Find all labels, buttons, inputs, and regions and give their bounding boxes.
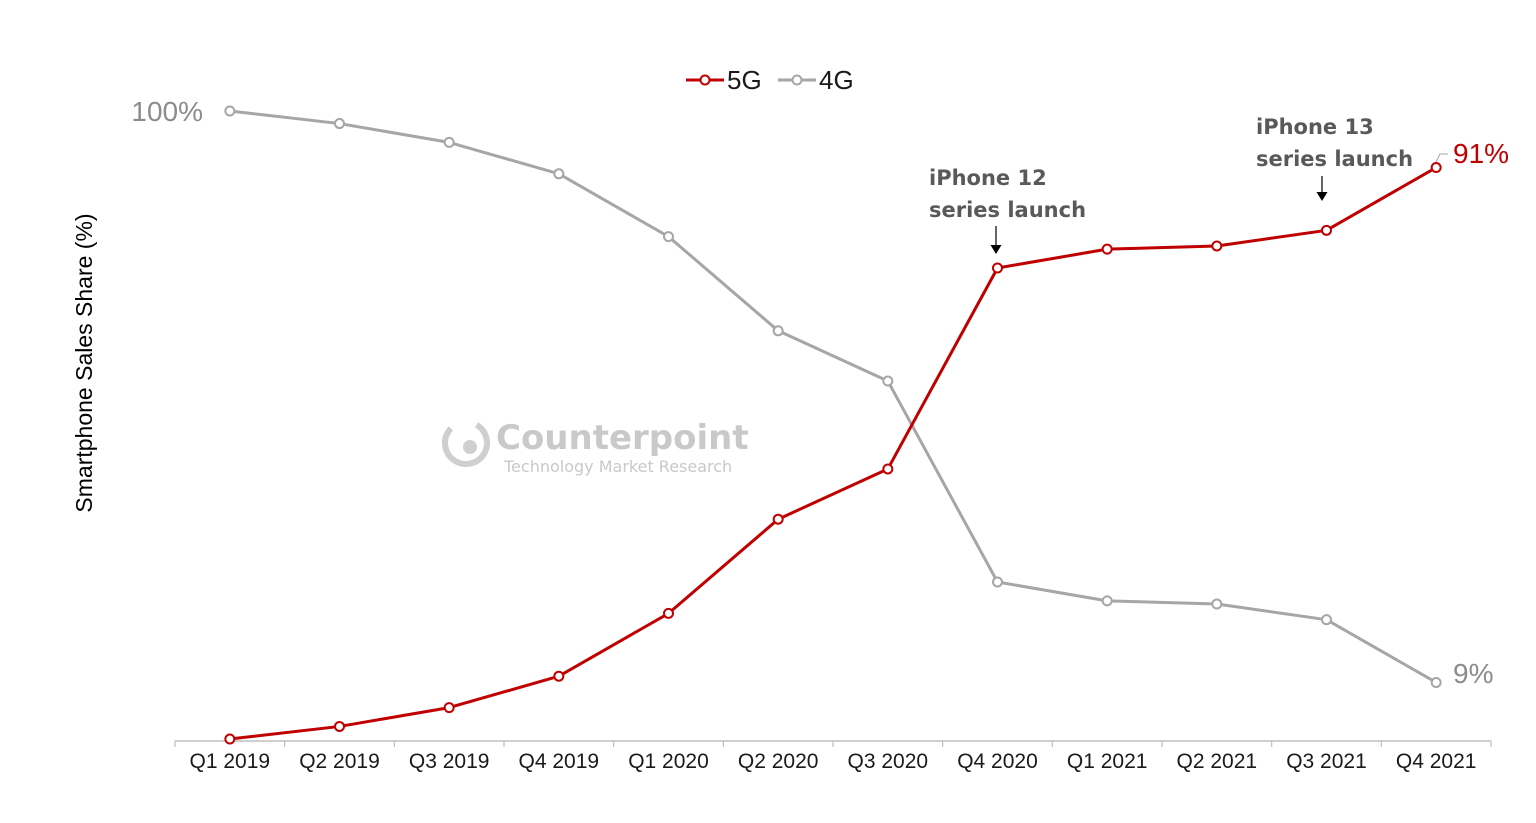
data-point-5g (882, 463, 894, 475)
x-tick-label: Q3 2020 (848, 750, 929, 773)
label-start-4g: 100% (131, 96, 203, 127)
watermark-title: Counterpoint (496, 418, 749, 458)
data-point-5g (553, 670, 565, 682)
annotation-iphone-13: iPhone 13 series launch (1256, 115, 1413, 201)
x-tick-label: Q2 2019 (299, 750, 380, 773)
data-point-4g (1101, 595, 1113, 607)
series-5g (224, 162, 1442, 745)
data-point-4g (1321, 614, 1332, 626)
data-point-5g (443, 702, 455, 714)
x-tick-label: Q1 2021 (1067, 750, 1148, 773)
legend-5g-marker (699, 74, 711, 86)
y-axis-label: Smartphone Sales Share (%) (71, 213, 97, 512)
watermark-subtitle: Technology Market Research (503, 457, 732, 476)
x-tick-label: Q3 2019 (409, 750, 490, 773)
annotation-iphone-12-line2: series launch (929, 198, 1086, 222)
x-tick-label: Q4 2021 (1396, 750, 1477, 773)
data-point-4g (224, 105, 236, 117)
data-point-5g (1321, 224, 1332, 236)
x-tick-label: Q2 2020 (738, 750, 819, 773)
x-axis-ticks: Q1 2019 Q2 2019 Q3 2019 Q4 2019 Q1 2020 Q2 20… (174, 741, 1492, 773)
annotation-iphone-13-arrowhead (1316, 192, 1328, 201)
annotation-iphone-12: iPhone 12 series launch (929, 166, 1086, 254)
data-point-5g (224, 733, 236, 745)
counterpoint-logo-icon (442, 419, 490, 467)
legend: 5G 4G (686, 65, 854, 95)
legend-4g-label: 4G (819, 65, 854, 95)
series-line-4g (229, 109, 1437, 684)
data-point-5g (1211, 240, 1223, 252)
legend-item-5g: 5G (686, 65, 762, 95)
series-line-5g (229, 166, 1437, 741)
data-point-5g (1101, 243, 1113, 255)
data-point-5g (334, 720, 345, 732)
x-tick-label: Q4 2019 (519, 750, 600, 773)
annotation-iphone-12-arrowhead (990, 245, 1002, 254)
annotation-iphone-12-line1: iPhone 12 (929, 166, 1047, 190)
data-point-4g (334, 118, 345, 130)
data-point-4g (772, 325, 784, 337)
annotation-iphone-13-line1: iPhone 13 (1256, 115, 1374, 139)
label-end-5g: 91% (1453, 138, 1509, 169)
label-end-5g-leader (1435, 153, 1448, 163)
label-end-4g: 9% (1453, 658, 1493, 689)
data-point-4g (443, 136, 455, 148)
watermark: Counterpoint Technology Market Research (442, 418, 749, 476)
x-tick-label: Q3 2021 (1286, 750, 1367, 773)
data-point-5g (772, 513, 784, 525)
data-point-5g (663, 607, 674, 619)
data-point-4g (1430, 676, 1442, 688)
x-tick-label: Q4 2020 (957, 750, 1038, 773)
annotation-iphone-13-line2: series launch (1256, 147, 1413, 171)
data-point-5g (1430, 162, 1442, 174)
data-point-4g (882, 375, 894, 387)
data-point-4g (553, 168, 565, 180)
data-point-4g (1211, 598, 1223, 610)
x-tick-label: Q1 2020 (628, 750, 709, 773)
legend-item-4g: 4G (778, 65, 854, 95)
legend-5g-label: 5G (727, 65, 762, 95)
series-4g (224, 105, 1442, 688)
legend-4g-marker (791, 74, 803, 86)
data-point-5g (992, 262, 1003, 274)
data-point-4g (663, 231, 674, 243)
series-layer (224, 105, 1442, 745)
x-tick-label: Q1 2019 (190, 750, 271, 773)
data-point-4g (992, 576, 1003, 588)
x-tick-label: Q2 2021 (1177, 750, 1258, 773)
